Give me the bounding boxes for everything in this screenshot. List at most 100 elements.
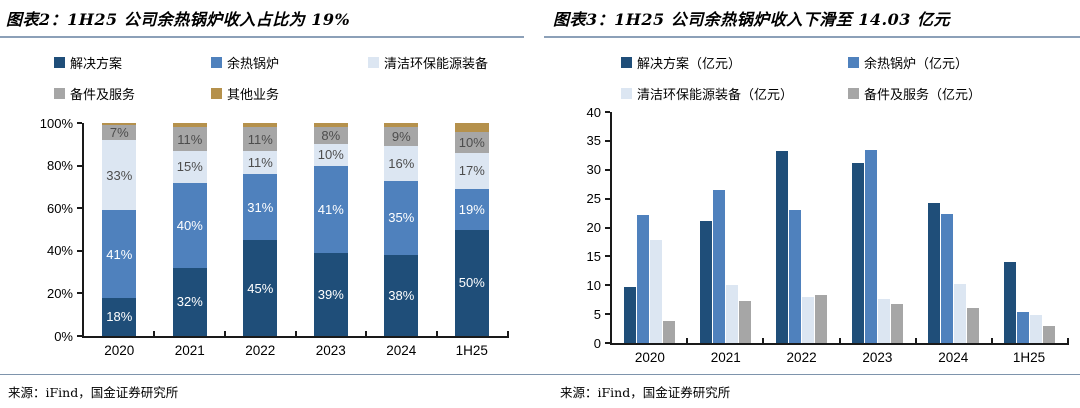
stacked-bar: 9% 16% 35% 38%: [384, 123, 419, 336]
bar-segment-value-label: 7%: [109, 125, 129, 141]
bar-segment-value-label: 11%: [247, 131, 273, 147]
bar: [1042, 326, 1055, 343]
figure-2-source-rule: [0, 374, 540, 375]
x-axis-tick: [762, 338, 765, 343]
y-axis-tick: [605, 226, 610, 229]
legend-label: 清洁环保能源装备: [384, 57, 489, 72]
bar-group: 2020: [612, 112, 688, 365]
stacked-bar: 10% 17% 19% 50%: [454, 123, 489, 336]
legend-item: 解决方案: [54, 54, 211, 72]
bar: [927, 202, 940, 343]
bar: [953, 283, 966, 343]
figure-3-source-rule: [540, 374, 1080, 375]
bar-group: 2022: [764, 112, 840, 365]
bar-segment-value-label: 10%: [458, 134, 485, 150]
y-axis-tick: [77, 207, 82, 210]
bar-group: 1H25: [991, 112, 1067, 365]
bar: [726, 284, 739, 343]
legend-item: 清洁环保能源装备: [368, 54, 489, 72]
bar-segment: [102, 123, 137, 126]
legend-item: 清洁环保能源装备（亿元）: [621, 85, 848, 103]
bar: [1003, 261, 1016, 343]
x-axis-category-label: 2022: [245, 343, 276, 358]
bar-segment-value-label: 10%: [317, 147, 344, 163]
bar-segment-value-label: 39%: [317, 286, 344, 302]
bar: [890, 303, 903, 343]
x-axis-tick: [436, 331, 439, 336]
bar-segment: 19%: [454, 189, 489, 230]
bar: [940, 214, 953, 343]
bar-segment: 7%: [102, 125, 137, 141]
y-axis-tick-label: 35: [586, 133, 601, 149]
legend-swatch-icon: [621, 88, 632, 99]
figure-3-title: 图表3：1H25 公司余热锅炉收入下滑至 14.03 亿元: [553, 10, 950, 29]
bar-segment: 11%: [172, 127, 207, 151]
bar-segment-value-label: 33%: [106, 167, 133, 183]
x-axis-tick: [1067, 338, 1069, 343]
x-axis-tick: [152, 331, 155, 336]
bar-segment-value-label: 35%: [388, 210, 415, 226]
legend-swatch-icon: [54, 88, 65, 99]
y-axis-tick: [605, 168, 610, 171]
bar: [700, 220, 713, 343]
legend-row: 解决方案（亿元） 余热锅炉（亿元）: [621, 54, 981, 72]
grouped-bars: [624, 112, 676, 343]
bar: [1029, 314, 1042, 343]
bar: [776, 151, 789, 343]
bar: [851, 162, 864, 343]
figure-2-title-rule: [0, 36, 524, 38]
bar-segment-value-label: 11%: [247, 154, 273, 170]
figure-3-legend: 解决方案（亿元） 余热锅炉（亿元） 清洁环保能源装备（亿元） 备件及服务（亿元）: [621, 54, 982, 103]
bar-segment: 41%: [313, 165, 348, 253]
x-axis-category-label: 1H25: [1012, 350, 1046, 365]
y-axis-tick-label: 100%: [39, 115, 73, 131]
x-axis-tick: [223, 331, 226, 336]
stacked-bar: 8% 10% 41% 39%: [313, 123, 348, 336]
figure-2-source: 来源：iFind，国金证券研究所: [8, 385, 179, 400]
figure-2-stacked-bar-chart: 0% 20% 40% 60% 80% 100% 7% 33% 41% 18% 2020 11% 15% 4…: [0, 104, 540, 366]
grouped-bars: [776, 112, 828, 343]
figure-3-grouped-bar-chart: 0 5 10 15 20 25 30 35 40 2020 2021 2022 2023 2024 1H25: [540, 104, 1080, 366]
y-axis-tick-label: 40: [586, 104, 601, 120]
bar: [637, 214, 650, 343]
x-axis-line: [610, 343, 1069, 345]
stacked-bar: 11% 15% 40% 32%: [172, 123, 207, 336]
y-axis-tick: [77, 292, 82, 295]
bar: [624, 286, 637, 343]
legend-item: 解决方案（亿元）: [621, 54, 848, 72]
bar-segment: 17%: [454, 152, 489, 190]
bar: [864, 150, 877, 343]
y-axis-tick: [605, 342, 610, 344]
bar: [713, 189, 726, 343]
legend-item: 备件及服务: [54, 85, 211, 103]
bar-segment-value-label: 41%: [317, 201, 344, 217]
x-axis-tick: [990, 338, 993, 343]
legend-item: 备件及服务（亿元）: [848, 85, 982, 103]
y-axis-tick-label: 30: [586, 162, 601, 178]
bar-segment: 35%: [384, 180, 419, 256]
y-axis-tick-label: 0%: [54, 328, 73, 344]
y-axis-tick-label: 20%: [46, 285, 73, 301]
legend-label: 备件及服务（亿元）: [864, 88, 982, 103]
x-axis-tick: [365, 331, 368, 336]
legend-item: 其他业务: [211, 85, 279, 103]
x-axis-category-label: 2021: [174, 343, 205, 358]
legend-swatch-icon: [848, 57, 859, 68]
bar-segment: [243, 123, 278, 128]
y-axis-tick-label: 15: [586, 248, 601, 264]
bar-segment: 50%: [454, 229, 489, 336]
bar-segment-value-label: 40%: [176, 217, 203, 233]
legend-item: 余热锅炉: [211, 54, 368, 72]
x-axis-tick: [914, 338, 917, 343]
legend-label: 余热锅炉: [227, 57, 280, 72]
bar: [650, 239, 663, 343]
stacked-bar: 11% 11% 31% 45%: [243, 123, 278, 336]
bar-segment-value-label: 8%: [321, 128, 341, 144]
bar-segment: 16%: [384, 146, 419, 181]
y-axis-tick: [605, 139, 610, 142]
x-axis-category-label: 2024: [386, 343, 417, 358]
bar-segment: 10%: [313, 144, 348, 166]
bar: [966, 307, 979, 343]
bar-group: 8% 10% 41% 39% 2023: [296, 123, 367, 358]
